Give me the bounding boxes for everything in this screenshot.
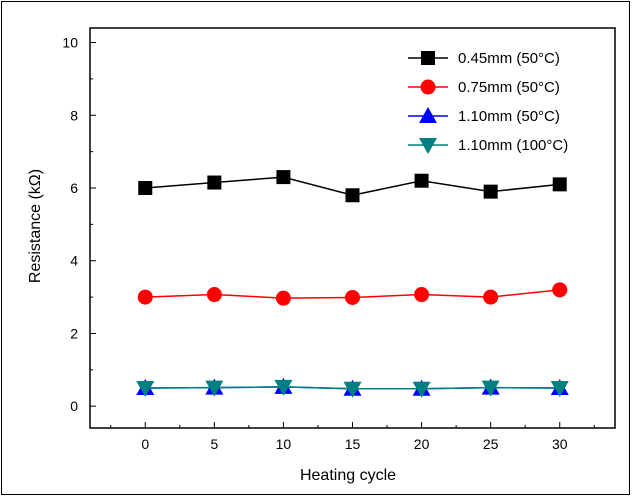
x-tick-label: 10 (276, 436, 292, 452)
data-point (412, 381, 431, 398)
x-axis-title: Heating cycle (300, 467, 396, 484)
data-point (345, 289, 360, 305)
legend-item: 1.10mm (50°C) (408, 107, 560, 125)
data-point (137, 289, 153, 305)
data-point (343, 381, 362, 398)
y-tick-label: 6 (70, 180, 78, 196)
legend-marker (421, 51, 435, 65)
y-tick-label: 4 (70, 253, 78, 269)
legend-label: 0.75mm (50°C) (458, 79, 560, 96)
legend-label: 1.10mm (50°C) (458, 108, 560, 125)
x-tick-label: 25 (483, 436, 499, 452)
data-point (275, 290, 291, 306)
y-tick-label: 2 (70, 325, 78, 341)
legend-label: 0.45mm (50°C) (458, 50, 560, 67)
legend-marker (419, 138, 437, 154)
data-point (206, 287, 222, 303)
series-2 (137, 282, 568, 306)
data-point (481, 380, 500, 397)
y-tick-label: 10 (62, 35, 78, 51)
data-point (138, 181, 153, 195)
series-4 (136, 379, 569, 398)
data-point (207, 175, 222, 190)
x-tick-label: 30 (552, 436, 568, 452)
data-point (552, 282, 568, 298)
data-point (205, 380, 224, 397)
legend-marker (419, 107, 437, 123)
legend-label: 1.10mm (100°C) (458, 137, 568, 154)
data-point (483, 289, 499, 305)
data-point (552, 177, 567, 192)
x-tick-label: 15 (345, 436, 361, 452)
legend: 0.45mm (50°C) 0.75mm (50°C) 1.10mm (50°C) 1… (408, 50, 568, 154)
data-point (483, 184, 498, 199)
legend-item: 0.75mm (50°C) (408, 79, 560, 96)
data-point (550, 381, 569, 397)
data-point (414, 173, 429, 188)
series-1 (138, 170, 567, 203)
x-tick-label: 20 (414, 436, 430, 452)
data-point (274, 379, 293, 396)
y-tick-label: 0 (70, 398, 78, 414)
data-point (345, 188, 360, 203)
data-point (276, 170, 291, 185)
data-point (136, 381, 155, 397)
legend-marker (420, 79, 436, 95)
legend-item: 0.45mm (50°C) (408, 50, 560, 67)
y-axis-title: Resistance (kΩ) (27, 169, 44, 283)
y-tick-label: 8 (70, 107, 78, 123)
legend-item: 1.10mm (100°C) (408, 137, 568, 154)
x-tick-label: 5 (210, 436, 218, 452)
data-point (414, 287, 430, 303)
x-tick-label: 0 (141, 436, 149, 452)
